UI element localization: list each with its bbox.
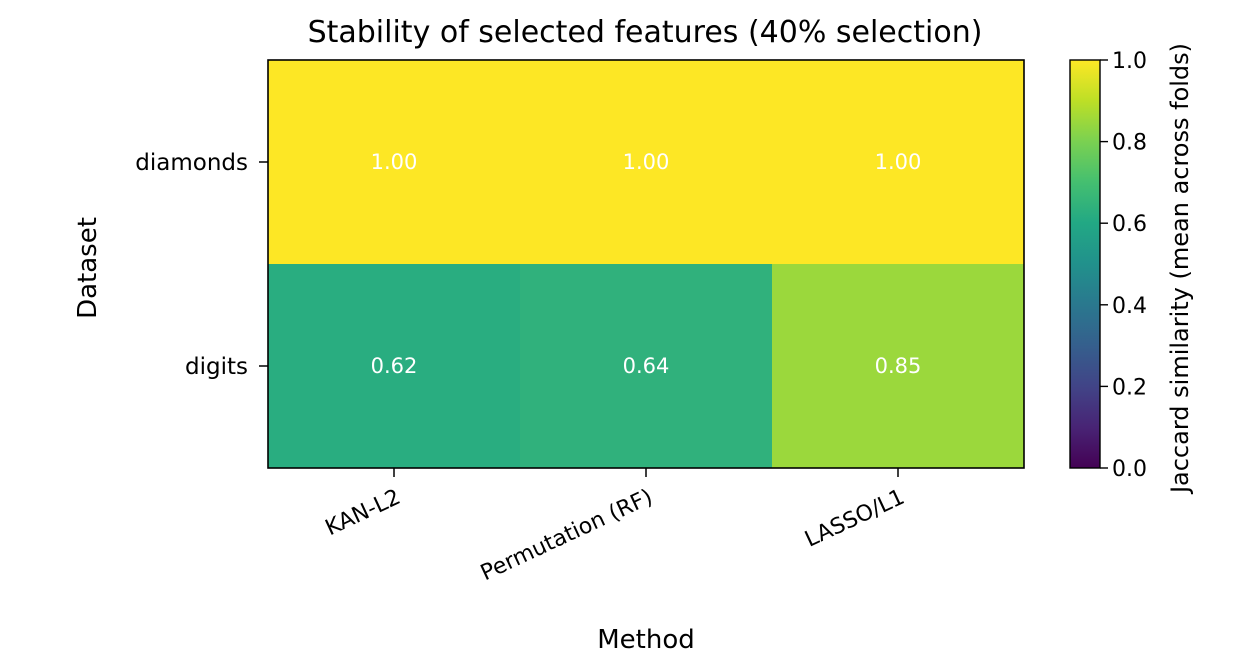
heatmap-cell (268, 60, 521, 265)
heatmap-cell (268, 264, 521, 469)
heatmap-cells (268, 60, 1025, 469)
heatmap-cell (520, 264, 773, 469)
cell-value-label: 1.00 (875, 150, 922, 174)
colorbar-ticks: 0.0 0.2 0.4 0.6 0.8 1.0 (1100, 49, 1147, 482)
colorbar-tick-label: 0.4 (1112, 294, 1147, 319)
cell-value-label: 1.00 (623, 150, 670, 174)
colorbar (1069, 59, 1101, 469)
colorbar-tick-label: 1.0 (1112, 49, 1147, 74)
x-axis: KAN-L2 Permutation (RF) LASSO/L1 (322, 468, 909, 586)
x-axis-label: Method (597, 625, 695, 655)
cell-value-label: 0.85 (875, 354, 922, 378)
colorbar-tick-label: 0.0 (1112, 457, 1147, 482)
cell-value-label: 1.00 (371, 150, 418, 174)
cell-value-label: 0.62 (371, 354, 418, 378)
y-tick-label: diamonds (135, 150, 248, 176)
x-tick-label: KAN-L2 (322, 485, 405, 541)
x-tick-label: LASSO/L1 (801, 485, 908, 553)
heatmap-cell (772, 60, 1025, 265)
colorbar-tick-label: 0.8 (1112, 131, 1147, 156)
colorbar-tick-label: 0.2 (1112, 375, 1147, 400)
y-axis-label: Dataset (73, 217, 103, 319)
heatmap-cell (772, 264, 1025, 469)
y-axis: diamonds digits (135, 150, 268, 380)
chart-title: Stability of selected features (40% sele… (308, 15, 983, 50)
colorbar-tick-label: 0.6 (1112, 212, 1147, 237)
heatmap-cell-labels: 1.00 1.00 1.00 0.62 0.64 0.85 (371, 150, 922, 378)
x-tick-label: Permutation (RF) (477, 485, 657, 586)
colorbar-label: Jaccard similarity (mean across folds) (1166, 43, 1194, 495)
y-tick-label: digits (185, 354, 248, 380)
cell-value-label: 0.64 (623, 354, 670, 378)
heatmap-cell (520, 60, 773, 265)
